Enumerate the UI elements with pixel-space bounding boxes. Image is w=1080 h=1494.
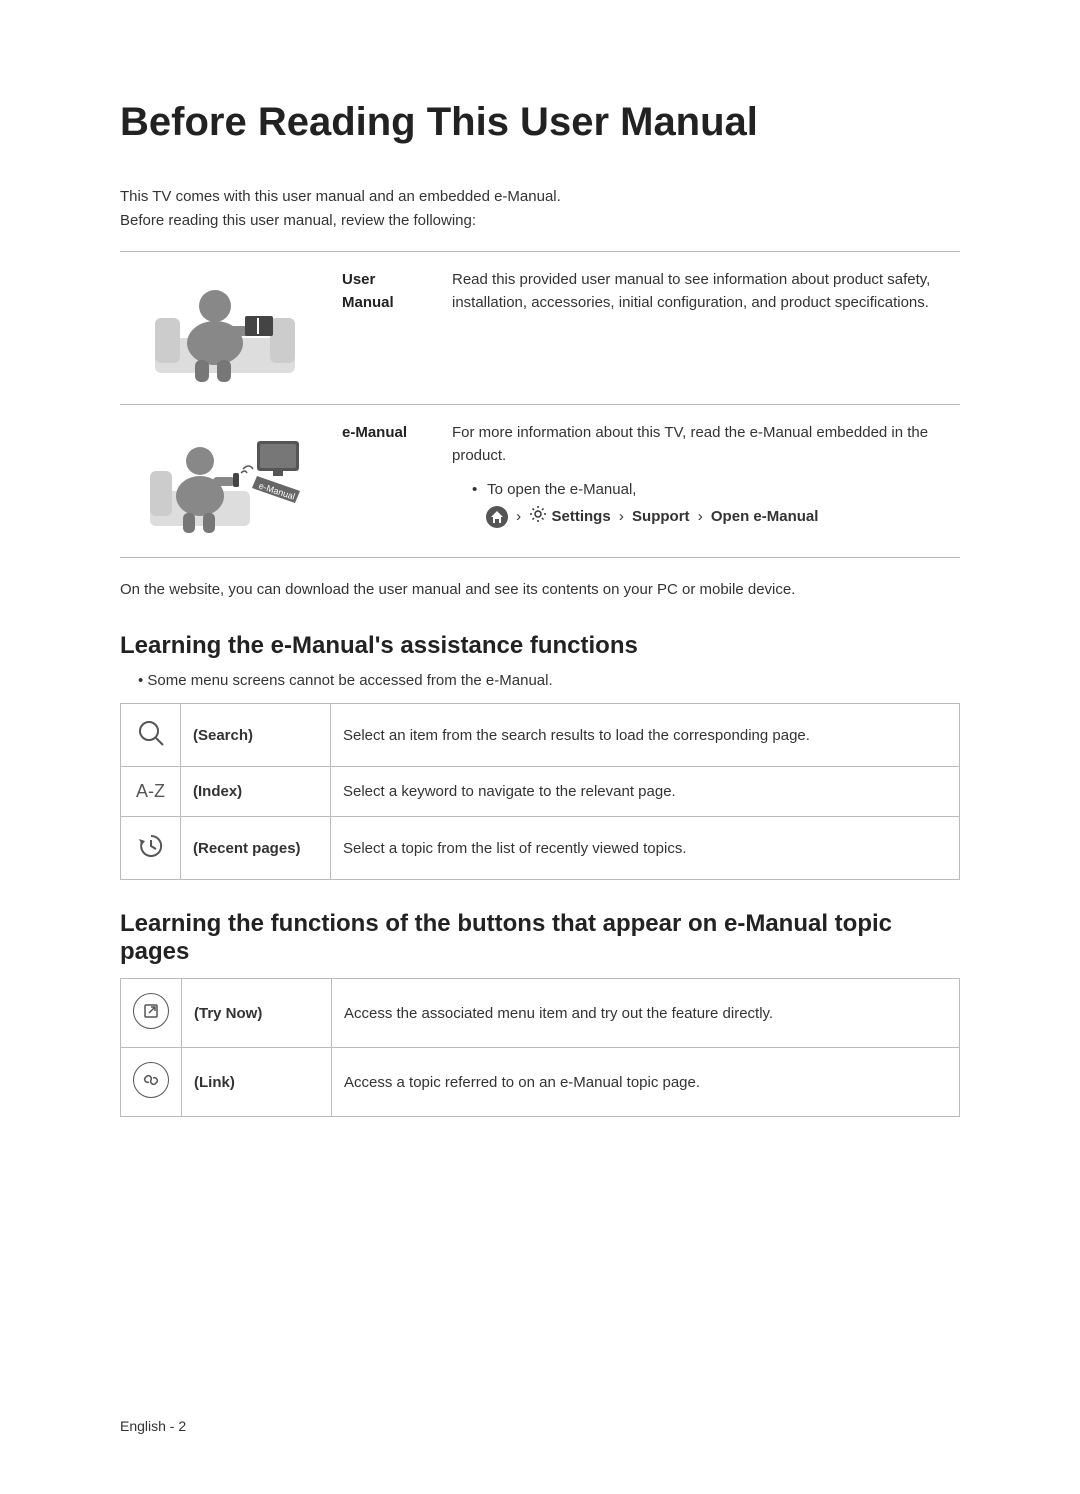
link-icon (121, 1048, 182, 1117)
user-manual-row: User Manual Read this provided user manu… (120, 252, 960, 405)
user-manual-label: User Manual (330, 252, 440, 405)
assist-row-recent: (Recent pages) Select a topic from the l… (121, 817, 960, 880)
intro-line-2: Before reading this user manual, review … (120, 212, 476, 229)
page-title: Before Reading This User Manual (120, 100, 960, 145)
assist-recent-name: (Recent pages) (181, 817, 331, 880)
e-manual-label: e-Manual (330, 405, 440, 558)
section-assist-title: Learning the e-Manual's assistance funct… (120, 632, 960, 660)
home-icon (486, 506, 508, 528)
try-now-icon (121, 979, 182, 1048)
nav-settings: Settings (552, 508, 611, 525)
assist-row-search: (Search) Select an item from the search … (121, 704, 960, 767)
topic-buttons-table: (Try Now) Access the associated menu ite… (120, 978, 960, 1117)
recent-pages-icon (121, 817, 181, 880)
user-manual-illustration (120, 252, 330, 405)
page-footer: English - 2 (120, 1418, 186, 1434)
assist-search-desc: Select an item from the search results t… (331, 704, 960, 767)
open-e-manual-label: To open the e-Manual, (487, 481, 636, 498)
nav-breadcrumb: Settings › Support › Open e-Manual (552, 508, 819, 525)
website-note: On the website, you can download the use… (120, 578, 960, 602)
intro-line-1: This TV comes with this user manual and … (120, 188, 561, 205)
button-link-desc: Access a topic referred to on an e-Manua… (332, 1048, 960, 1117)
e-manual-description-cell: For more information about this TV, read… (440, 405, 960, 558)
section-assist-note: Some menu screens cannot be accessed fro… (138, 672, 960, 689)
button-row-trynow: (Try Now) Access the associated menu ite… (121, 979, 960, 1048)
nav-open-e-manual: Open e-Manual (711, 508, 819, 525)
user-manual-description: Read this provided user manual to see in… (440, 252, 960, 405)
nav-support: Support (632, 508, 690, 525)
settings-gear-icon (529, 505, 547, 530)
section-buttons-title: Learning the functions of the buttons th… (120, 910, 960, 966)
button-row-link: (Link) Access a topic referred to on an … (121, 1048, 960, 1117)
button-trynow-name: (Try Now) (182, 979, 332, 1048)
assist-search-name: (Search) (181, 704, 331, 767)
intro-text: This TV comes with this user manual and … (120, 185, 960, 233)
assist-functions-table: (Search) Select an item from the search … (120, 703, 960, 880)
button-link-name: (Link) (182, 1048, 332, 1117)
e-manual-open-instructions: • To open the e-Manual, › Settings › Sup… (472, 478, 948, 531)
assist-recent-desc: Select a topic from the list of recently… (331, 817, 960, 880)
assist-index-desc: Select a keyword to navigate to the rele… (331, 767, 960, 817)
e-manual-description: For more information about this TV, read… (452, 424, 928, 464)
assist-row-index: A-Z (Index) Select a keyword to navigate… (121, 767, 960, 817)
assist-index-name: (Index) (181, 767, 331, 817)
e-manual-illustration: e-Manual (120, 405, 330, 558)
e-manual-row: e-Manual e-Manual For more information a… (120, 405, 960, 558)
index-icon: A-Z (121, 767, 181, 817)
search-icon (121, 704, 181, 767)
button-trynow-desc: Access the associated menu item and try … (332, 979, 960, 1048)
manual-overview-table: User Manual Read this provided user manu… (120, 251, 960, 558)
breadcrumb-separator: › (516, 508, 521, 525)
